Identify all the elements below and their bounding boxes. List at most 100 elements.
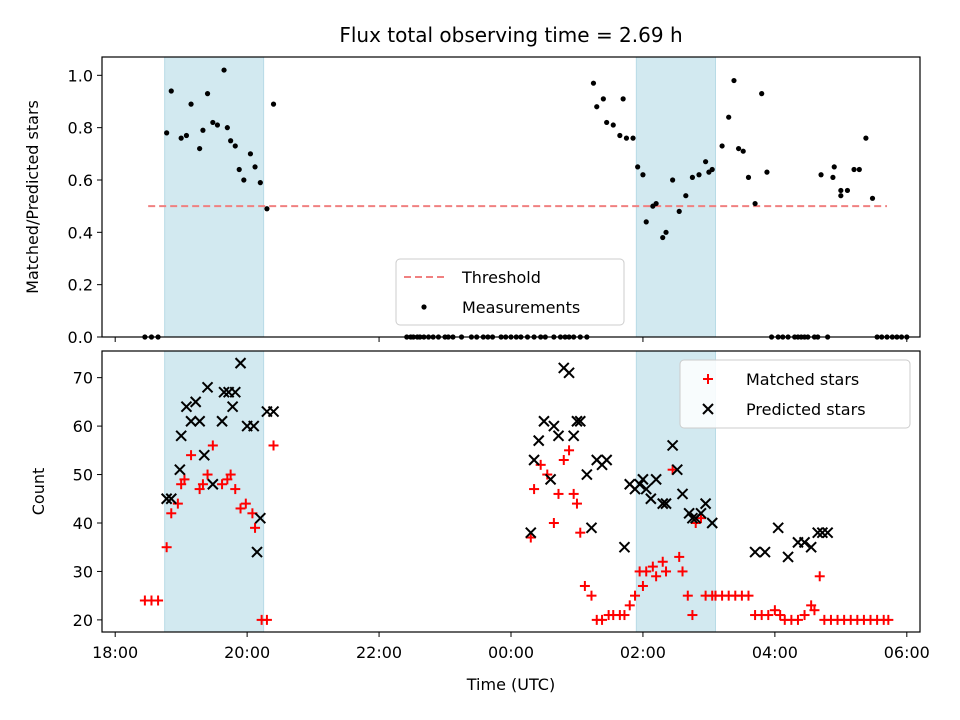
predicted-star-point (772, 522, 784, 534)
predicted-stars-points (160, 357, 834, 563)
measurement-point (735, 145, 742, 152)
cross-b (591, 454, 603, 466)
measurement-point (236, 166, 242, 173)
matched-star-point (217, 479, 228, 490)
predicted-star-point (686, 512, 699, 524)
predicted-star-point (563, 367, 575, 379)
cross-b (567, 430, 580, 442)
measurement-point (610, 122, 616, 128)
predicted-star-point (251, 546, 263, 558)
measurement-point (247, 151, 254, 157)
matched-star-point (690, 517, 701, 528)
matched-star-point (661, 566, 672, 577)
top-shaded-interval-1 (635, 56, 716, 338)
cross-b (805, 541, 817, 553)
cross-b (175, 430, 187, 442)
matched-star-point (575, 527, 586, 538)
cross-b (637, 473, 649, 486)
measurement-point (640, 172, 646, 178)
cross-b (571, 415, 583, 427)
cross-b (248, 420, 260, 432)
measurement-point (188, 101, 194, 107)
measurement-point (709, 166, 715, 173)
measurement-point (600, 96, 606, 102)
cross-b (702, 403, 714, 415)
predicted-star-point (201, 381, 214, 394)
matched-star-point (197, 479, 208, 490)
legend-predicted-label: Predicted stars (746, 400, 866, 419)
predicted-star-point (216, 415, 228, 427)
matched-star-point (564, 445, 575, 456)
predicted-star-point (759, 546, 771, 558)
predicted-star-point (637, 473, 649, 486)
cross-b (633, 478, 646, 490)
predicted-star-point (571, 415, 583, 427)
matched-star-point (674, 551, 685, 562)
legend-measurements-label: Measurements (462, 298, 580, 317)
bottom-shaded-intervals (164, 350, 716, 633)
cross-b (650, 473, 662, 486)
predicted-star-point (538, 415, 550, 427)
predicted-star-point (640, 483, 652, 495)
matched-star-point (553, 488, 564, 499)
matched-star-point (535, 459, 546, 470)
y-tick-label: 60 (73, 417, 93, 436)
cross-b (552, 430, 565, 442)
matched-star-point (230, 484, 241, 495)
bottom-panel: 20 30 40 50 60 70 18:00 20:00 22:00 00:00 02:00 04… (29, 350, 930, 694)
measurement-point (731, 77, 737, 84)
matched-star-point (586, 590, 597, 601)
matched-star-point (202, 469, 213, 480)
measurement-point (869, 195, 876, 201)
cross-b (645, 493, 657, 505)
cross-b (676, 488, 689, 500)
bottom-y-axis-label: Count (29, 468, 48, 516)
top-shaded-intervals (164, 56, 716, 338)
cross-b (251, 546, 263, 558)
cross-b (185, 415, 197, 427)
predicted-star-point (782, 551, 794, 563)
top-y-ticks: 0.0 0.2 0.4 0.6 0.8 1.0 (68, 66, 102, 347)
matched-star-point (166, 508, 177, 519)
predicted-star-point (666, 439, 679, 452)
measurement-point (270, 101, 277, 107)
y-tick-label: 0.6 (68, 171, 93, 190)
cross-b (600, 454, 613, 466)
x-tick-label: 06:00 (884, 643, 930, 662)
cross-b (538, 415, 550, 427)
cross-b (821, 526, 834, 539)
predicted-star-point (618, 541, 631, 553)
x-tick-label: 00:00 (488, 643, 534, 662)
measurement-point (214, 122, 221, 128)
predicted-star-point (650, 473, 662, 486)
legend-matched-swatch (703, 374, 713, 384)
predicted-star-point (633, 478, 646, 490)
y-tick-label: 0.8 (68, 119, 93, 138)
cross-b (201, 381, 214, 394)
measurement-point (178, 135, 184, 141)
predicted-star-point (585, 522, 598, 534)
measurement-point (224, 125, 230, 131)
predicted-star-point (645, 493, 657, 505)
y-tick-label: 0.4 (68, 223, 93, 242)
cross-b (772, 522, 784, 534)
measurement-point (719, 143, 725, 149)
y-tick-label: 1.0 (68, 66, 93, 85)
predicted-star-point (267, 405, 280, 418)
predicted-star-point (229, 386, 241, 398)
cross-b (686, 512, 699, 524)
measurement-point (164, 130, 170, 136)
predicted-star-point (198, 449, 210, 461)
cross-b (528, 454, 540, 466)
y-tick-label: 0.2 (68, 276, 93, 295)
predicted-star-point (226, 401, 239, 413)
matched-star-point (161, 542, 172, 553)
chart-title: Flux total observing time = 2.69 h (339, 23, 682, 47)
matched-star-point (883, 614, 894, 625)
measurement-point (745, 174, 752, 180)
cross-b (618, 541, 631, 553)
cross-b (581, 468, 593, 481)
measurement-point (838, 193, 844, 199)
matched-star-point (775, 610, 786, 621)
cross-b (267, 405, 280, 418)
